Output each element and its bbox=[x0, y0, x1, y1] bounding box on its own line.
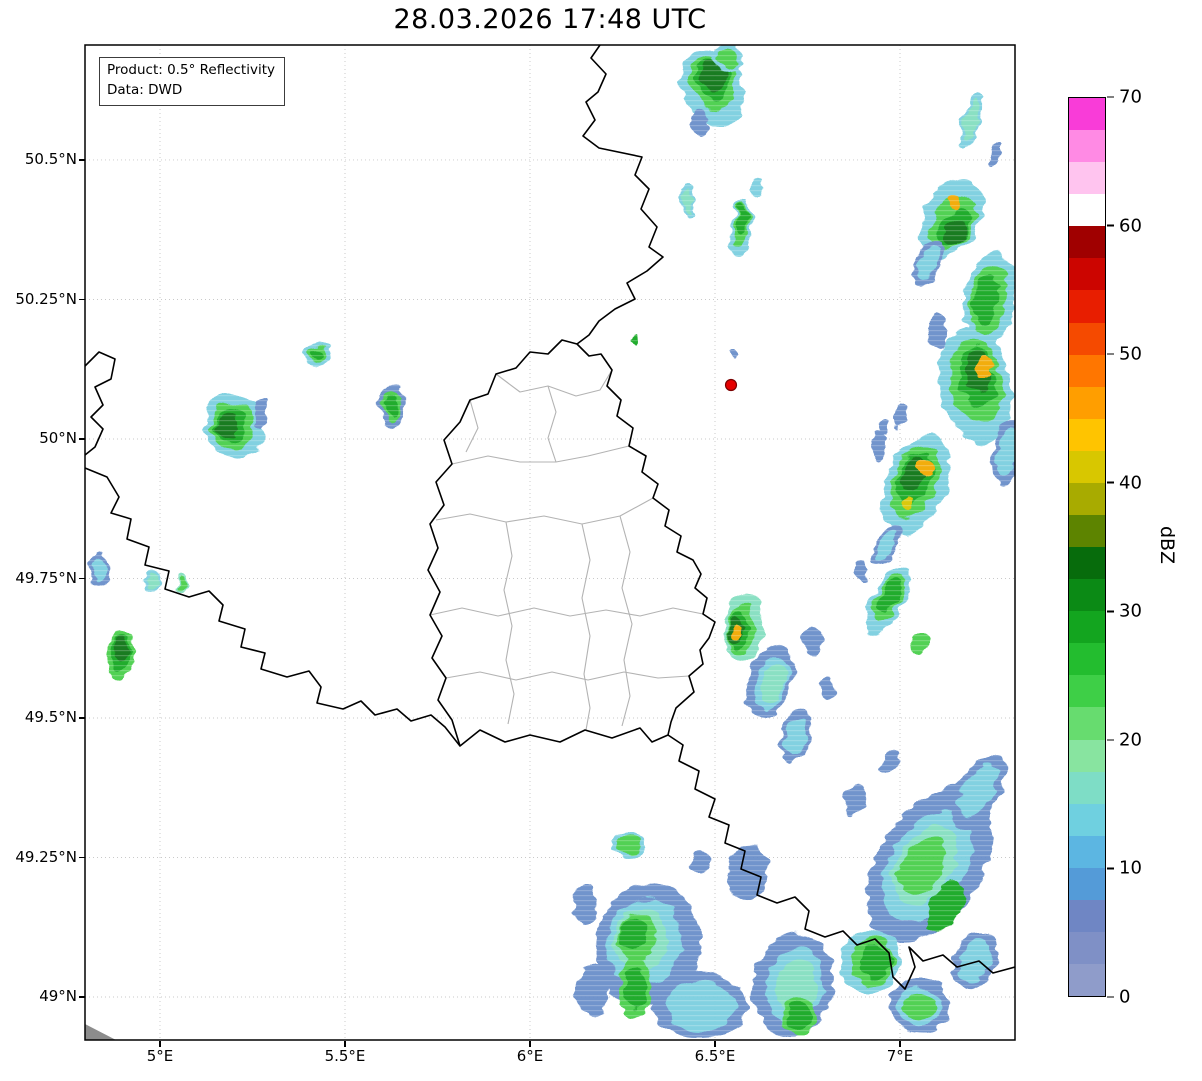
y-tick-mark bbox=[79, 159, 85, 161]
x-tick-mark bbox=[344, 1041, 346, 1047]
colorbar-tick-mark bbox=[1107, 224, 1114, 227]
colorbar-band bbox=[1069, 130, 1105, 163]
x-tick-label: 7°E bbox=[886, 1047, 914, 1065]
colorbar-band bbox=[1069, 771, 1105, 804]
colorbar-tick: 40 bbox=[1107, 472, 1142, 493]
colorbar-tick: 20 bbox=[1107, 729, 1142, 750]
x-tick-label: 6°E bbox=[516, 1047, 544, 1065]
y-tick-mark bbox=[79, 717, 85, 719]
x-tick-label: 6.5°E bbox=[694, 1047, 736, 1065]
y-tick-label: 49°N bbox=[39, 987, 77, 1005]
x-tick-mark bbox=[159, 1041, 161, 1047]
colorbar-band bbox=[1069, 835, 1105, 868]
colorbar-band bbox=[1069, 707, 1105, 740]
colorbar-band bbox=[1069, 515, 1105, 548]
map-corner-shape bbox=[85, 1024, 116, 1040]
colorbar-band bbox=[1069, 418, 1105, 451]
y-tick-mark bbox=[79, 577, 85, 580]
x-tick-label: 5.5°E bbox=[324, 1047, 366, 1065]
y-tick-label: 49.25°N bbox=[15, 847, 77, 866]
border-luxembourg bbox=[427, 339, 716, 747]
colorbar-tick-label: 0 bbox=[1119, 986, 1131, 1008]
y-tick-label: 49.5°N bbox=[24, 708, 77, 726]
x-tick-mark bbox=[714, 1041, 716, 1047]
colorbar-tick-mark bbox=[1107, 996, 1114, 998]
colorbar-band bbox=[1069, 611, 1105, 644]
colorbar-band bbox=[1069, 226, 1105, 259]
colorbar-tick: 0 bbox=[1107, 987, 1130, 1008]
y-tick-mark bbox=[79, 438, 85, 440]
colorbar-axis-label: dBZ bbox=[1156, 525, 1179, 565]
figure-title: 28.03.2026 17:48 UTC bbox=[393, 4, 707, 35]
colorbar-tick-mark bbox=[1107, 481, 1114, 484]
station-marker bbox=[724, 378, 738, 392]
colorbar-band bbox=[1069, 450, 1105, 483]
colorbar-band bbox=[1069, 354, 1105, 387]
colorbar-tick: 30 bbox=[1107, 601, 1142, 622]
colorbar-tick-label: 10 bbox=[1119, 857, 1142, 879]
info-product-line: Product: 0.5° Reflectivity bbox=[107, 62, 275, 78]
colorbar-band bbox=[1069, 290, 1105, 323]
colorbar-band bbox=[1069, 803, 1105, 836]
x-tick-mark bbox=[529, 1041, 531, 1047]
y-tick-mark bbox=[79, 996, 85, 998]
info-source-line: Data: DWD bbox=[107, 81, 183, 98]
colorbar-band bbox=[1069, 258, 1105, 291]
plot-frame bbox=[84, 44, 1016, 1041]
colorbar-tick-label: 40 bbox=[1119, 472, 1142, 494]
border-layer bbox=[85, 45, 1015, 990]
colorbar-tick-mark bbox=[1107, 739, 1114, 741]
info-box: Product: 0.5° Reflectivity Data: DWD bbox=[99, 57, 285, 107]
colorbar-ticks: 0 10 20 30 40 50 60 70 bbox=[1107, 87, 1177, 1008]
colorbar-band bbox=[1069, 386, 1105, 419]
colorbar-tick: 70 bbox=[1107, 87, 1142, 108]
y-tick-mark bbox=[79, 856, 85, 859]
x-tick-mark bbox=[899, 1041, 901, 1047]
colorbar-tick-label: 20 bbox=[1119, 729, 1142, 751]
colorbar-band bbox=[1069, 194, 1105, 227]
colorbar-band bbox=[1069, 932, 1105, 965]
colorbar-tick-mark bbox=[1107, 353, 1114, 355]
colorbar-tick-label: 50 bbox=[1119, 343, 1142, 365]
colorbar-tick-label: 60 bbox=[1119, 215, 1142, 237]
colorbar-band bbox=[1069, 867, 1105, 900]
y-tick-label: 50.25°N bbox=[15, 289, 77, 308]
border-france-germany bbox=[667, 734, 1015, 990]
x-tick-label: 5°E bbox=[146, 1047, 174, 1065]
colorbar-tick: 60 bbox=[1107, 215, 1142, 236]
y-tick-mark bbox=[79, 298, 85, 301]
colorbar-tick-label: 30 bbox=[1119, 600, 1142, 622]
colorbar-band bbox=[1069, 98, 1105, 131]
border-belgium-germany bbox=[576, 45, 664, 345]
scanline-overlay bbox=[85, 45, 1015, 1040]
y-tick-label: 49.75°N bbox=[15, 568, 77, 587]
colorbar-band bbox=[1069, 322, 1105, 355]
colorbar-band bbox=[1069, 482, 1105, 516]
border-france-belgium bbox=[85, 467, 461, 747]
colorbar-tick: 10 bbox=[1107, 858, 1142, 879]
colorbar-band bbox=[1069, 547, 1105, 580]
colorbar-tick: 50 bbox=[1107, 344, 1142, 365]
colorbar-band bbox=[1069, 162, 1105, 195]
colorbar-tick-mark bbox=[1107, 867, 1114, 870]
colorbar-band bbox=[1069, 739, 1105, 772]
colorbar-band bbox=[1069, 899, 1105, 933]
colorbar-tick-mark bbox=[1107, 96, 1114, 98]
colorbar-tick-mark bbox=[1107, 610, 1114, 613]
colorbar-band bbox=[1069, 964, 1105, 997]
canton-border-layer bbox=[429, 369, 704, 731]
y-tick-label: 50°N bbox=[39, 429, 77, 447]
colorbar-gradient bbox=[1068, 97, 1106, 997]
border-west-squiggle bbox=[85, 351, 116, 456]
colorbar-band bbox=[1069, 675, 1105, 708]
colorbar-tick-label: 70 bbox=[1119, 86, 1142, 108]
y-tick-label: 50.5°N bbox=[24, 150, 77, 168]
colorbar-band bbox=[1069, 579, 1105, 612]
colorbar-band bbox=[1069, 643, 1105, 676]
